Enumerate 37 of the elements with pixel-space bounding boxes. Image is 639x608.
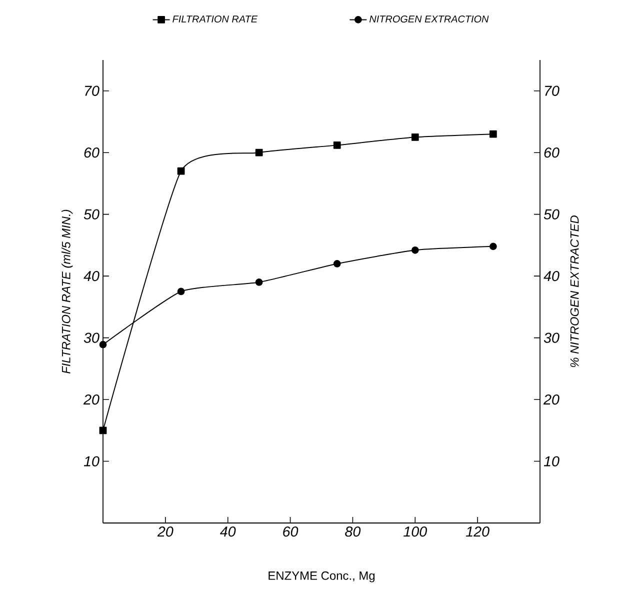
y-tick-label: 60 — [84, 148, 100, 158]
x-tick-label: 80 — [345, 526, 361, 537]
point — [411, 133, 419, 141]
y-tick-label: 30 — [84, 332, 100, 343]
point — [99, 340, 107, 348]
point — [255, 148, 263, 156]
point — [333, 260, 341, 268]
point — [255, 278, 263, 286]
point — [489, 130, 497, 138]
y2-tick-label: 30 — [544, 332, 560, 343]
point — [99, 426, 107, 434]
legend-label: FILTRATION RATE — [172, 15, 258, 23]
point — [411, 246, 419, 254]
y-tick-label: 10 — [84, 456, 100, 466]
y2-tick-label: 70 — [545, 86, 560, 96]
y-tick-label: 20 — [83, 394, 100, 405]
y-tick-label: 40 — [84, 270, 100, 282]
y2-tick-label: 50 — [544, 209, 560, 220]
y-tick-label: 50 — [84, 209, 100, 220]
y2-tick-label: 20 — [543, 394, 560, 405]
x-tick-label: 100 — [404, 526, 427, 537]
point — [333, 142, 341, 149]
y2-tick-label: 10 — [544, 456, 560, 466]
point — [489, 242, 497, 250]
x-tick-label: 40 — [220, 526, 236, 537]
x-tick-label: 120 — [466, 526, 490, 537]
y2-tick-label: 60 — [544, 148, 560, 158]
y2-tick-label: 40 — [544, 270, 560, 282]
y2-axis-title: % NITROGEN EXTRACTED — [570, 216, 579, 368]
y-tick-label: 70 — [85, 86, 100, 96]
x-tick-label: 20 — [157, 526, 174, 537]
y-axis-title: FILTRATION RATE (ml/5 MIN.) — [62, 210, 73, 374]
legend-label: NITROGEN EXTRACTION — [369, 15, 489, 23]
x-axis-title: ENZYME Conc., Mg — [268, 571, 375, 582]
point — [177, 288, 185, 296]
point — [177, 167, 185, 175]
x-tick-label: 60 — [283, 526, 298, 537]
